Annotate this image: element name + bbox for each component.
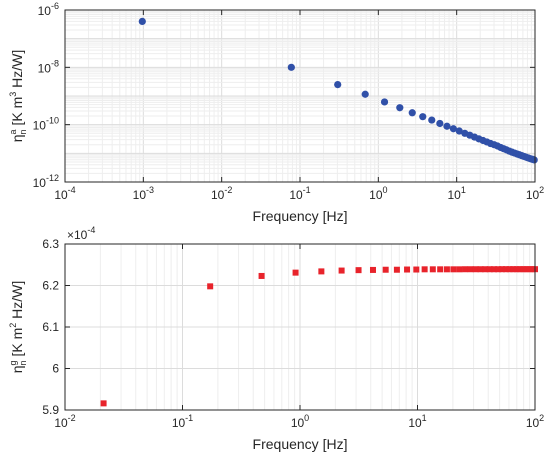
data-point (334, 80, 342, 89)
data-point (361, 90, 369, 98)
x-tick-label: 10-4 (54, 185, 75, 202)
data-point (393, 266, 400, 273)
x-tick-label: 10-3 (133, 185, 154, 202)
data-point (258, 272, 265, 279)
data-point (369, 266, 376, 273)
chart-1: 10-4 10-3 10-2 10-1 100 101 102 10-12 10-10 10-8 1… (8, 1, 544, 224)
y-tick-label: 10-8 (38, 58, 59, 75)
data-point (355, 267, 362, 274)
y-axis-label: ηan [K m3 Hz/W] (8, 50, 28, 143)
x-tick-label: 100 (369, 185, 387, 202)
data-point (472, 266, 479, 273)
data-point (482, 266, 489, 273)
data-point (462, 266, 469, 273)
data-point (477, 266, 484, 273)
series-markers (138, 17, 538, 164)
data-point (429, 266, 436, 273)
data-point (520, 266, 527, 273)
data-point (380, 98, 389, 106)
x-tick-label: 101 (447, 185, 465, 202)
data-point (436, 119, 444, 128)
grid (64, 10, 535, 183)
x-tick-label: 102 (526, 185, 544, 202)
data-point (207, 283, 214, 290)
data-point (510, 266, 517, 273)
y-tick-label: 6.1 (42, 320, 59, 334)
data-point (100, 400, 107, 407)
series-markers (100, 266, 538, 407)
x-tick-label: 10-1 (289, 185, 310, 202)
data-point (292, 269, 299, 276)
data-point (530, 156, 538, 164)
x-tick-label: 102 (526, 413, 544, 430)
data-point (318, 268, 325, 275)
data-point (419, 113, 427, 121)
y-tick-label: 6.2 (42, 279, 59, 293)
data-point (428, 116, 436, 124)
data-point (338, 267, 345, 274)
data-point (408, 109, 416, 117)
y-tick-label: 10-12 (33, 173, 59, 190)
data-point (413, 266, 420, 273)
data-point (450, 266, 457, 273)
data-point (467, 266, 474, 273)
y-tick-label: 10-10 (33, 116, 59, 133)
y-tick-label: 10-6 (38, 1, 59, 18)
data-point (491, 266, 498, 273)
x-tick-label: 101 (408, 413, 426, 430)
x-axis-label: Frequency [Hz] (253, 208, 348, 224)
x-tick-label: 10-2 (54, 413, 75, 430)
data-point (449, 125, 458, 133)
y-axis-label: ηgn [K m2 Hz/W] (8, 281, 28, 374)
y-exponent-label: ×10-4 (67, 225, 95, 242)
y-tick-label: 6 (52, 362, 59, 376)
data-point (437, 266, 444, 273)
x-tick-label: 10-2 (211, 185, 232, 202)
y-tick-label: 5.9 (42, 403, 59, 417)
data-point (443, 122, 451, 130)
data-point (499, 266, 506, 273)
data-point (486, 266, 493, 273)
data-point (287, 63, 295, 71)
data-point (455, 127, 463, 135)
chart-2: 10-2 10-1 100 101 102 5.9 6 6.1 6.2 6.3 ×10-4 Frequ… (8, 225, 544, 452)
data-point (495, 266, 502, 273)
data-point (456, 266, 463, 273)
data-point (396, 104, 404, 112)
data-point (421, 266, 428, 273)
data-point (138, 17, 146, 26)
data-point (382, 266, 389, 273)
data-point (502, 266, 509, 273)
data-point (516, 266, 523, 273)
data-point (404, 266, 411, 273)
data-point (523, 266, 530, 273)
x-tick-label: 10-1 (172, 413, 193, 430)
data-point (506, 266, 513, 273)
y-tick-label: 6.3 (42, 237, 59, 251)
data-point (513, 266, 520, 273)
data-point (443, 266, 450, 273)
x-axis-label: Frequency [Hz] (253, 436, 348, 452)
x-tick-label: 100 (291, 413, 309, 430)
